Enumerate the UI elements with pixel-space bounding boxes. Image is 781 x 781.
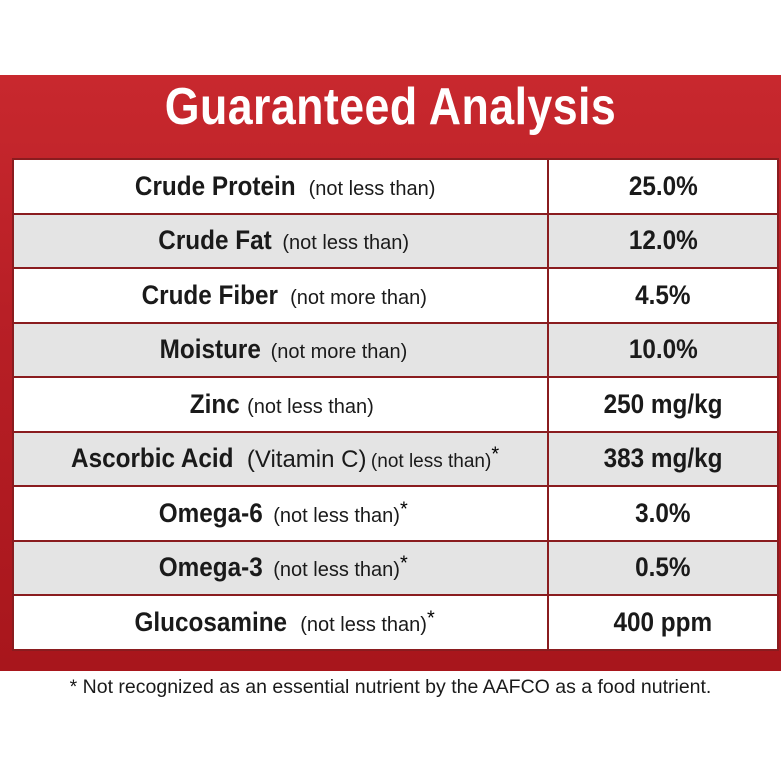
nutrient-value: 250 mg/kg: [603, 388, 723, 419]
table-row: Crude Fat (not less than) 12.0%: [12, 212, 779, 269]
table-row: Glucosamine (not less than)* 400 ppm: [12, 594, 779, 651]
nutrient-name: Moisture: [159, 334, 261, 365]
nutrient-qualifier: (not less than): [273, 559, 400, 582]
nutrient-qualifier: (not less than): [247, 395, 374, 418]
asterisk-mark: *: [399, 552, 408, 575]
nutrient-name: Glucosamine: [134, 606, 288, 637]
table-row: Zinc (not less than) 250 mg/kg: [12, 376, 779, 433]
nutrient-value: 400 ppm: [613, 606, 713, 637]
value-cell: 4.5%: [547, 267, 779, 324]
nutrient-name: Crude Protein: [134, 170, 296, 201]
value-cell: 25.0%: [547, 158, 779, 215]
panel-title: Guaranteed Analysis: [164, 78, 617, 136]
nutrient-name: Crude Fiber: [141, 279, 279, 310]
table-row: Moisture (not more than) 10.0%: [12, 321, 779, 378]
nutrient-value: 4.5%: [635, 279, 691, 310]
nutrient-name: Omega-3: [159, 552, 264, 583]
nutrient-cell: Glucosamine (not less than)*: [12, 594, 549, 651]
analysis-table: Crude Protein (not less than) 25.0% Crud…: [12, 158, 779, 651]
nutrient-value: 25.0%: [628, 170, 698, 201]
nutrient-qualifier: (not less than): [370, 451, 492, 473]
table-row: Crude Fiber (not more than) 4.5%: [12, 267, 779, 324]
nutrient-cell: Zinc (not less than): [12, 376, 549, 433]
nutrient-value: 3.0%: [635, 497, 691, 528]
value-cell: 12.0%: [547, 212, 779, 269]
nutrient-cell: Crude Protein (not less than): [12, 158, 549, 215]
nutrient-value: 10.0%: [628, 334, 698, 365]
value-cell: 0.5%: [547, 539, 779, 596]
value-cell: 250 mg/kg: [547, 376, 779, 433]
nutrient-qualifier: (not more than): [290, 286, 427, 309]
value-cell: 10.0%: [547, 321, 779, 378]
nutrient-value: 12.0%: [628, 225, 698, 256]
table-row: Ascorbic Acid (Vitamin C) (not less than…: [12, 430, 779, 487]
guaranteed-analysis-panel: Guaranteed Analysis Crude Protein (not l…: [0, 75, 781, 671]
asterisk-mark: *: [426, 607, 435, 630]
footnote: * Not recognized as an essential nutrien…: [69, 676, 712, 698]
asterisk-mark: *: [399, 498, 408, 521]
nutrient-name: Omega-6: [159, 497, 264, 528]
table-row: Omega-3 (not less than)* 0.5%: [12, 539, 779, 596]
nutrient-value: 0.5%: [635, 552, 691, 583]
nutrient-qualifier: (not less than): [300, 613, 427, 636]
nutrient-qualifier: (not less than): [273, 504, 400, 527]
nutrient-cell: Omega-6 (not less than)*: [12, 485, 549, 542]
nutrient-qualifier: (not more than): [270, 341, 408, 364]
nutrient-qualifier: (not less than): [308, 177, 436, 200]
nutrient-cell: Ascorbic Acid (Vitamin C) (not less than…: [12, 430, 549, 487]
asterisk-mark: *: [491, 443, 500, 466]
table-row: Omega-6 (not less than)* 3.0%: [12, 485, 779, 542]
nutrient-cell: Omega-3 (not less than)*: [12, 539, 549, 596]
nutrient-value: 383 mg/kg: [603, 443, 723, 474]
value-cell: 3.0%: [547, 485, 779, 542]
value-cell: 383 mg/kg: [547, 430, 779, 487]
value-cell: 400 ppm: [547, 594, 779, 651]
nutrient-cell: Crude Fat (not less than): [12, 212, 549, 269]
table-row: Crude Protein (not less than) 25.0%: [12, 158, 779, 215]
nutrient-cell: Moisture (not more than): [12, 321, 549, 378]
nutrient-subname: (Vitamin C): [246, 446, 367, 474]
nutrient-name: Ascorbic Acid: [70, 443, 234, 474]
nutrient-name: Zinc: [189, 388, 240, 419]
nutrient-qualifier: (not less than): [282, 232, 410, 255]
nutrient-cell: Crude Fiber (not more than): [12, 267, 549, 324]
nutrient-name: Crude Fat: [158, 225, 272, 256]
